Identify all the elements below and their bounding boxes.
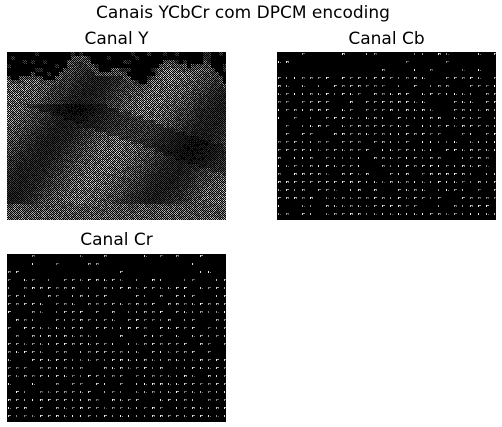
panel-title-cb: Canal Cb <box>348 29 425 49</box>
channel-cb-image <box>277 52 496 220</box>
channel-y-image <box>7 52 226 220</box>
channel-cr-image <box>7 254 226 422</box>
panel-title-cr: Canal Cr <box>80 230 153 250</box>
panel-title-y: Canal Y <box>84 29 149 49</box>
figure-title: Canais YCbCr com DPCM encoding <box>96 3 390 23</box>
